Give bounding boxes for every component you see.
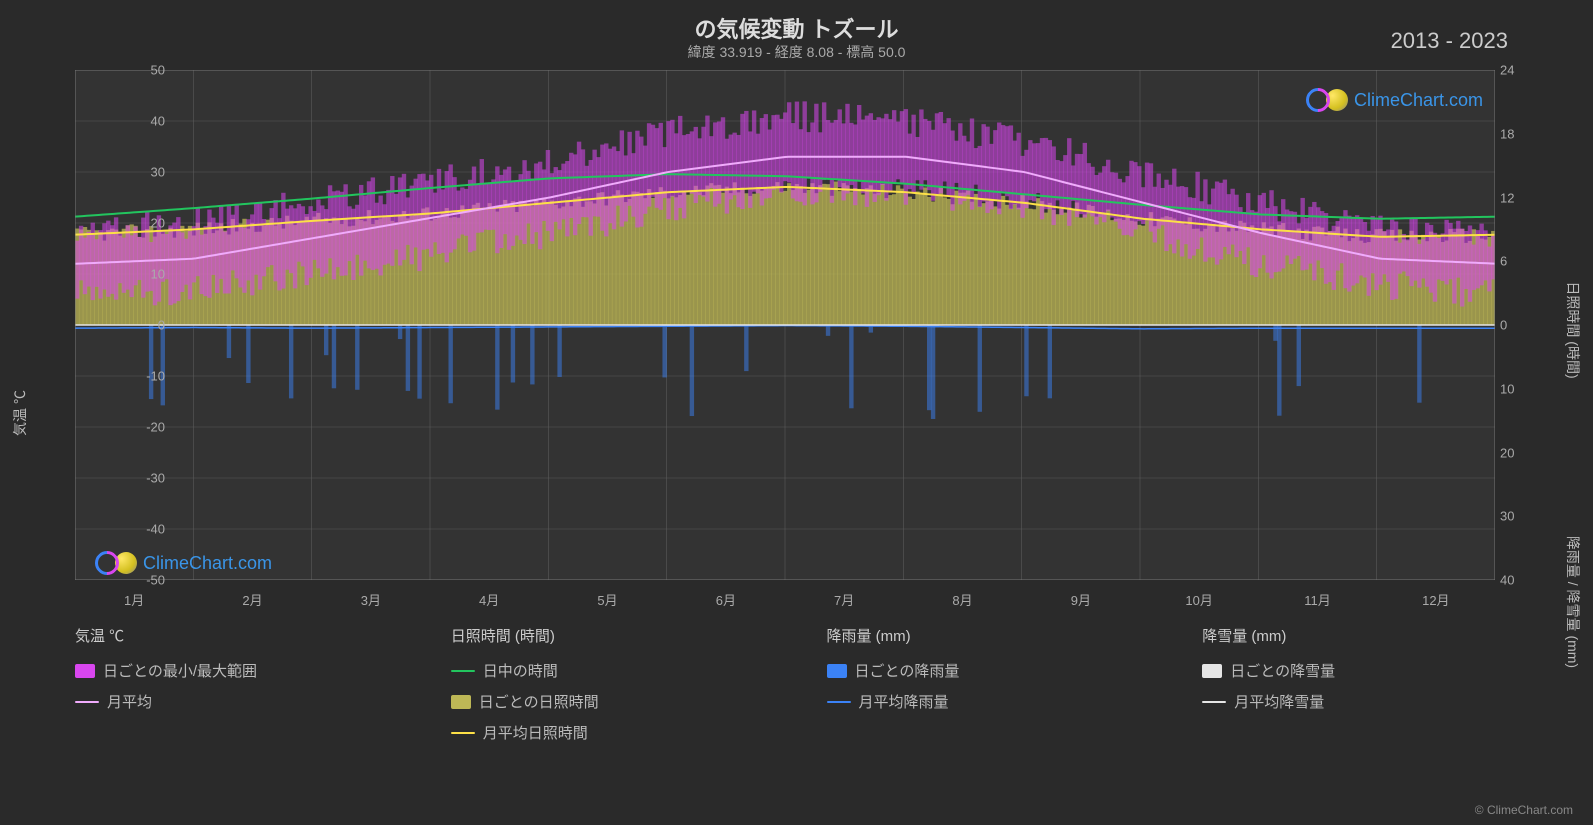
legend-title: 日照時間 (時間)	[451, 625, 767, 646]
legend-swatch-icon	[1202, 664, 1222, 678]
x-tick: 6月	[716, 590, 736, 609]
watermark-icon: ClimeChart.com	[95, 551, 272, 575]
x-tick: 5月	[597, 590, 617, 609]
credit-text: © ClimeChart.com	[1475, 803, 1573, 817]
y-left-tick: 40	[151, 114, 165, 129]
legend-label: 日ごとの降雪量	[1230, 660, 1335, 681]
x-tick: 1月	[124, 590, 144, 609]
legend-column: 日照時間 (時間) 日中の時間日ごとの日照時間月平均日照時間	[451, 625, 767, 753]
legend-line-icon	[1202, 701, 1226, 703]
x-tick: 9月	[1071, 590, 1091, 609]
x-tick: 10月	[1185, 590, 1212, 609]
legend: 気温 ℃ 日ごとの最小/最大範囲月平均 日照時間 (時間) 日中の時間日ごとの日照時間…	[75, 625, 1518, 753]
y-axis-right-precip-label: 降雨量 / 降雪量 (mm)	[1563, 536, 1583, 668]
x-tick: 12月	[1422, 590, 1449, 609]
legend-title: 降雪量 (mm)	[1202, 625, 1518, 646]
legend-label: 日ごとの降雨量	[855, 660, 960, 681]
x-tick: 11月	[1304, 590, 1331, 609]
legend-swatch-icon	[75, 664, 95, 678]
y-right-tick: 10	[1500, 381, 1514, 396]
y-right-tick: 0	[1500, 318, 1507, 333]
y-left-tick: -40	[146, 522, 165, 537]
chart-title: の気候変動 トズール	[0, 12, 1593, 44]
y-right-tick: 18	[1500, 126, 1514, 141]
legend-item: 月平均降雪量	[1202, 691, 1518, 712]
y-left-tick: 0	[158, 318, 165, 333]
legend-item: 日ごとの日照時間	[451, 691, 767, 712]
legend-label: 日ごとの日照時間	[479, 691, 599, 712]
y-left-tick: -30	[146, 471, 165, 486]
legend-label: 月平均降雪量	[1234, 691, 1324, 712]
y-right-tick: 30	[1500, 509, 1514, 524]
legend-item: 月平均降雨量	[827, 691, 1143, 712]
legend-label: 月平均	[107, 691, 152, 712]
x-tick: 4月	[479, 590, 499, 609]
x-tick: 8月	[952, 590, 972, 609]
legend-line-icon	[451, 670, 475, 672]
y-right-tick: 12	[1500, 190, 1514, 205]
y-left-tick: -10	[146, 369, 165, 384]
chart-container: の気候変動 トズール 緯度 33.919 - 経度 8.08 - 標高 50.0…	[0, 0, 1593, 825]
y-axis-right-daylight-label: 日照時間 (時間)	[1563, 281, 1583, 378]
y-left-tick: 10	[151, 267, 165, 282]
y-right-tick: 20	[1500, 445, 1514, 460]
legend-swatch-icon	[451, 695, 471, 709]
legend-title: 降雨量 (mm)	[827, 625, 1143, 646]
legend-line-icon	[75, 701, 99, 703]
y-left-tick: 20	[151, 216, 165, 231]
legend-label: 月平均日照時間	[483, 722, 588, 743]
y-right-tick: 24	[1500, 63, 1514, 78]
y-right-tick: 40	[1500, 573, 1514, 588]
y-axis-left-label: 気温 ℃	[10, 390, 30, 436]
legend-label: 日中の時間	[483, 660, 558, 681]
legend-column: 気温 ℃ 日ごとの最小/最大範囲月平均	[75, 625, 391, 753]
y-right-tick: 6	[1500, 254, 1507, 269]
legend-title: 気温 ℃	[75, 625, 391, 646]
x-tick: 3月	[361, 590, 381, 609]
plot-svg	[75, 70, 1495, 580]
legend-label: 日ごとの最小/最大範囲	[103, 660, 257, 681]
legend-item: 月平均日照時間	[451, 722, 767, 743]
chart-subtitle: 緯度 33.919 - 経度 8.08 - 標高 50.0	[0, 42, 1593, 62]
legend-line-icon	[451, 732, 475, 734]
legend-column: 降雪量 (mm) 日ごとの降雪量月平均降雪量	[1202, 625, 1518, 753]
y-left-tick: 50	[151, 63, 165, 78]
watermark-text: ClimeChart.com	[143, 553, 272, 574]
legend-item: 日中の時間	[451, 660, 767, 681]
legend-item: 日ごとの降雪量	[1202, 660, 1518, 681]
legend-label: 月平均降雨量	[859, 691, 949, 712]
year-range: 2013 - 2023	[1391, 28, 1508, 54]
legend-line-icon	[827, 701, 851, 703]
x-tick: 7月	[834, 590, 854, 609]
legend-column: 降雨量 (mm) 日ごとの降雨量月平均降雨量	[827, 625, 1143, 753]
x-tick: 2月	[242, 590, 262, 609]
legend-item: 日ごとの最小/最大範囲	[75, 660, 391, 681]
watermark-icon: ClimeChart.com	[1306, 88, 1483, 112]
y-left-tick: -20	[146, 420, 165, 435]
legend-item: 日ごとの降雨量	[827, 660, 1143, 681]
legend-swatch-icon	[827, 664, 847, 678]
y-left-tick: 30	[151, 165, 165, 180]
legend-item: 月平均	[75, 691, 391, 712]
watermark-text: ClimeChart.com	[1354, 90, 1483, 111]
